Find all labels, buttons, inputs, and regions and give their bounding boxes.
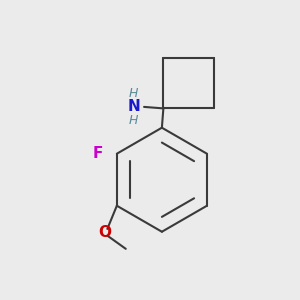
Text: N: N: [127, 99, 140, 114]
Text: O: O: [98, 225, 112, 240]
Text: F: F: [92, 146, 103, 161]
Text: H: H: [129, 87, 138, 100]
Text: H: H: [129, 114, 138, 127]
